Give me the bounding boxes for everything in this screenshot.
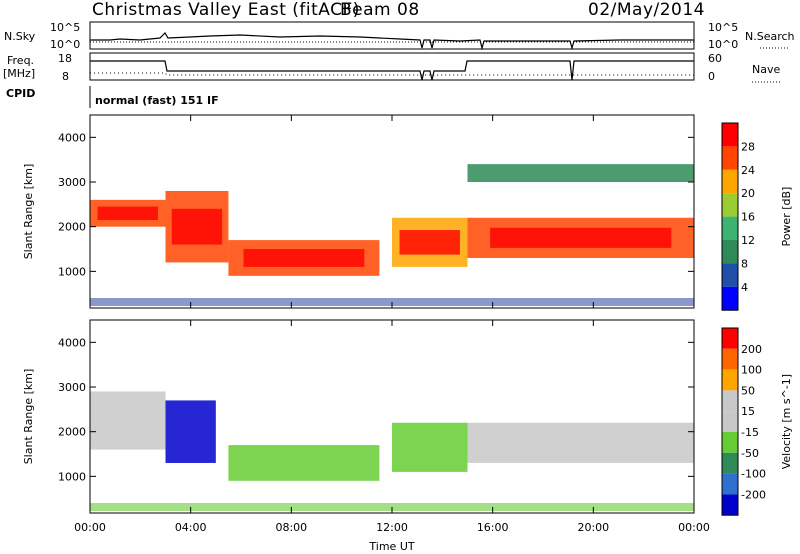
colorbar-segment [722, 146, 738, 170]
x-tick-label: 20:00 [577, 521, 609, 534]
colorbar-tick-label: 12 [741, 234, 755, 247]
colorbar-segment [722, 123, 738, 147]
y-tick-label: 1000 [58, 470, 86, 483]
colorbar-segment [722, 432, 738, 453]
colorbar-tick-label: -15 [741, 426, 759, 439]
nsearch-label: N.Search [745, 30, 795, 43]
cpid-text: normal (fast) 151 IF [95, 94, 219, 107]
y-tick-label: 2000 [58, 221, 86, 234]
colorbar-segment [722, 473, 738, 495]
data-feature-core [490, 227, 672, 248]
data-feature [392, 422, 468, 472]
y-axis-label: Slant Range [km] [22, 164, 35, 260]
data-feature-core [171, 208, 223, 245]
y-tick-label: 2000 [58, 426, 86, 439]
y-tick-label: 1000 [58, 265, 86, 278]
x-axis-label: Time UT [368, 540, 414, 553]
nave-label: Nave [752, 63, 780, 76]
nave-tick-top: 60 [708, 52, 722, 65]
colorbar-segment [722, 263, 738, 287]
y-tick-label: 3000 [58, 176, 86, 189]
x-tick-label: 12:00 [376, 521, 408, 534]
colorbar-segment [722, 452, 738, 474]
nsky-tick-top: 10^5 [50, 21, 80, 34]
colorbar-tick-label: -50 [741, 447, 759, 460]
colorbar-label: Velocity [m s^-1] [780, 374, 793, 469]
colorbar-tick-label: 15 [741, 405, 755, 418]
colorbar-segment [722, 411, 738, 433]
colorbar-tick-label: 8 [741, 257, 748, 270]
freq-tick-top: 18 [58, 52, 72, 65]
freq-tick-bottom: 8 [62, 70, 69, 83]
colorbar-segment [722, 348, 738, 370]
x-tick-label: 00:00 [678, 521, 710, 534]
nsearch-tick-top: 10^5 [708, 21, 738, 34]
colorbar-segment [722, 169, 738, 194]
nave-tick-bottom: 0 [708, 70, 715, 83]
colorbar-frame [721, 122, 739, 311]
colorbar-segment [722, 240, 738, 264]
cpid-label: CPID [6, 87, 35, 100]
data-feature [228, 445, 380, 481]
colorbar-tick-label: 50 [741, 384, 755, 397]
data-feature [165, 400, 216, 463]
data-feature [467, 164, 694, 183]
nsky-trace [90, 32, 694, 51]
freq-unit-label: [MHz] [3, 67, 35, 80]
nave-trace [90, 72, 694, 76]
colorbar-segment [722, 494, 738, 516]
colorbar-tick-label: 16 [741, 211, 755, 224]
colorbar-segment [722, 369, 738, 391]
data-feature-core [399, 230, 460, 255]
y-tick-label: 3000 [58, 381, 86, 394]
colorbar-segment [722, 286, 738, 311]
y-tick-label: 4000 [58, 131, 86, 144]
nsearch-tick-bottom: 10^0 [708, 38, 738, 51]
nsky-panel [89, 21, 695, 50]
colorbar-tick-label: 28 [741, 140, 755, 153]
colorbar-segment [722, 216, 738, 241]
y-tick-label: 4000 [58, 336, 86, 349]
velocity-panel: 1000 2000 3000 4000 Slant Range [km] -200 -100… [22, 319, 793, 516]
nsky-tick-bottom: 10^0 [50, 38, 80, 51]
colorbar-segment [722, 328, 738, 349]
nsky-label: N.Sky [4, 30, 36, 43]
freq-trace [90, 60, 694, 81]
data-feature-core [243, 249, 365, 267]
colorbar-segment [722, 390, 738, 412]
beam-title: Beam 08 [340, 0, 420, 20]
freq-label: Freq. [7, 54, 34, 67]
data-feature [467, 422, 694, 463]
data-feature [90, 391, 166, 450]
x-tick-label: 08:00 [275, 521, 307, 534]
colorbar-tick-label: -100 [741, 468, 766, 481]
colorbar-tick-label: -200 [741, 488, 766, 501]
freq-panel [89, 52, 695, 81]
colorbar-tick-label: 100 [741, 364, 762, 377]
colorbar-tick-label: 24 [741, 164, 755, 177]
colorbar-label: Power [dB] [780, 187, 793, 247]
colorbar-segment [722, 193, 738, 217]
y-axis-label: Slant Range [km] [22, 369, 35, 465]
colorbar-frame [721, 327, 739, 516]
data-feature-core [97, 206, 158, 220]
date-title: 02/May/2014 [588, 0, 705, 20]
x-tick-label: 04:00 [175, 521, 207, 534]
power-panel: 1000 2000 3000 4000 Slant Range [km] 4 8 12 16 20… [22, 114, 793, 311]
colorbar-tick-label: 20 [741, 187, 755, 200]
colorbar-tick-label: 200 [741, 343, 762, 356]
station-title: Christmas Valley East (fitACF) [92, 0, 360, 20]
x-tick-label: 00:00 [74, 521, 106, 534]
colorbar-tick-label: 4 [741, 281, 748, 294]
x-tick-label: 16:00 [477, 521, 509, 534]
